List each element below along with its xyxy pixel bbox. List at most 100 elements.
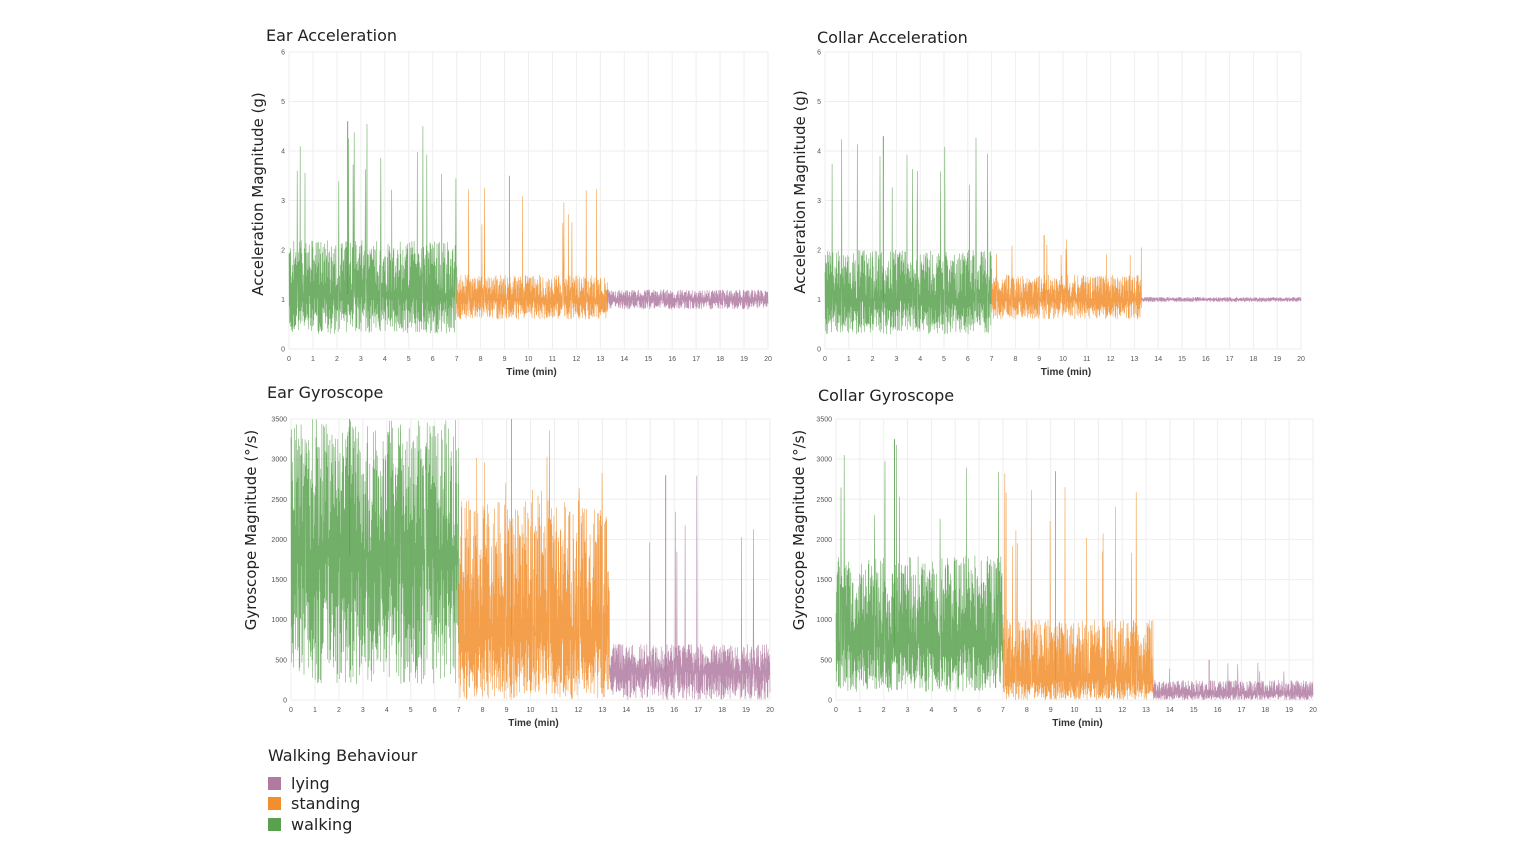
x-tick-label: 11 [1095,707,1102,714]
x-tick-label: 4 [383,356,387,363]
x-tick-label: 5 [407,356,411,363]
x-tick-label: 3 [894,356,898,363]
x-tick-label: 9 [503,356,507,363]
x-tick-label: 2 [337,707,341,714]
series-line-lying [1152,662,1314,701]
panel-title-ear-acceleration: Ear Acceleration [266,26,397,45]
x-tick-label: 0 [834,707,838,714]
y-tick-label: 2 [817,248,821,255]
x-tick-label: 8 [479,356,483,363]
x-tick-label: 4 [918,356,922,363]
x-tick-label: 14 [622,707,630,714]
x-tick-label: 7 [1001,707,1005,714]
x-tick-label: 19 [740,356,748,363]
x-tick-label: 11 [549,356,556,363]
x-tick-label: 15 [1178,356,1186,363]
x-axis-label: Time (min) [1052,718,1102,729]
panel-title-ear-gyroscope: Ear Gyroscope [267,383,384,402]
y-tick-label: 0 [828,698,832,705]
x-tick-label: 19 [1285,707,1293,714]
legend-swatch-lying [268,776,281,790]
x-tick-label: 15 [646,707,654,714]
x-tick-label: 13 [1142,707,1150,714]
x-tick-label: 20 [1309,707,1317,714]
x-tick-label: 6 [433,707,437,714]
series-line-standing [456,187,608,320]
x-tick-label: 13 [1131,356,1139,363]
x-tick-label: 13 [596,356,604,363]
x-tick-label: 16 [670,707,678,714]
y-tick-label: 2500 [816,497,832,504]
x-tick-label: 18 [1261,707,1269,714]
y-tick-label: 1 [281,297,285,304]
x-tick-label: 4 [929,707,933,714]
x-tick-label: 0 [287,356,291,363]
x-tick-label: 10 [1059,356,1067,363]
x-tick-label: 1 [311,356,315,363]
x-tick-label: 10 [527,707,535,714]
y-tick-label: 2500 [271,497,287,504]
legend-label-walking: walking [291,814,353,834]
y-tick-label: 500 [820,657,832,664]
x-tick-label: 3 [361,707,365,714]
legend-swatch-walking [268,817,281,831]
x-tick-label: 7 [457,707,461,714]
y-tick-label: 3 [817,198,821,205]
series-line-lying [607,289,769,310]
x-tick-label: 5 [409,707,413,714]
x-tick-label: 9 [1037,356,1041,363]
y-tick-label: 5 [817,99,821,106]
x-tick-label: 6 [977,707,981,714]
x-axis-label: Time (min) [1041,367,1091,378]
x-tick-label: 15 [644,356,652,363]
x-tick-label: 7 [990,356,994,363]
x-tick-label: 10 [1071,707,1079,714]
y-tick-label: 5 [281,99,285,106]
chart-1: 0 1 2 3 4 5 6 7 8 9 10 11 12 13 14 15 16 17 18 19 200123456T… [817,50,1305,379]
chart-2: 0 1 2 3 4 5 6 7 8 9 10 11 12 13 14 15 16 17 18 19 2005001000… [271,417,774,730]
series-line-standing [1002,473,1154,701]
x-tick-label: 5 [942,356,946,363]
y-tick-label: 1500 [816,577,832,584]
x-tick-label: 17 [692,356,700,363]
x-tick-label: 0 [823,356,827,363]
series-line-lying [609,475,771,700]
y-tick-label: 3000 [816,457,832,464]
x-tick-label: 8 [1013,356,1017,363]
x-tick-label: 1 [847,356,851,363]
panel-title-collar-acceleration: Collar Acceleration [817,28,968,47]
x-tick-label: 1 [858,707,862,714]
x-tick-label: 17 [1226,356,1234,363]
y-tick-label: 3 [281,198,285,205]
legend-title: Walking Behaviour [268,746,418,765]
series-line-lying [1141,296,1302,303]
y-tick-label: 500 [275,657,287,664]
y-tick-label: 3500 [816,417,832,424]
legend-item-lying: lying [268,773,417,794]
x-tick-label: 8 [481,707,485,714]
legend-item-walking: walking [268,814,417,835]
x-tick-label: 18 [716,356,724,363]
x-tick-label: 0 [289,707,293,714]
x-tick-label: 20 [766,707,774,714]
y-tick-label: 3500 [271,417,287,424]
series-line-standing [991,239,1142,320]
x-tick-label: 11 [551,707,558,714]
x-axis-label: Time (min) [506,367,556,378]
x-tick-label: 7 [455,356,459,363]
y-tick-label: 1000 [271,617,287,624]
series-line-walking [288,124,457,334]
chart-3: 0 1 2 3 4 5 6 7 8 9 10 11 12 13 14 15 16 17 18 19 2005001000… [816,417,1317,730]
x-tick-label: 20 [764,356,772,363]
x-tick-label: 19 [742,707,750,714]
x-tick-label: 13 [598,707,606,714]
x-tick-label: 12 [575,707,583,714]
x-tick-label: 9 [505,707,509,714]
y-tick-label: 6 [817,50,821,57]
x-tick-label: 6 [431,356,435,363]
x-tick-label: 10 [525,356,533,363]
x-tick-label: 16 [1214,707,1222,714]
x-tick-label: 1 [313,707,317,714]
x-tick-label: 3 [359,356,363,363]
